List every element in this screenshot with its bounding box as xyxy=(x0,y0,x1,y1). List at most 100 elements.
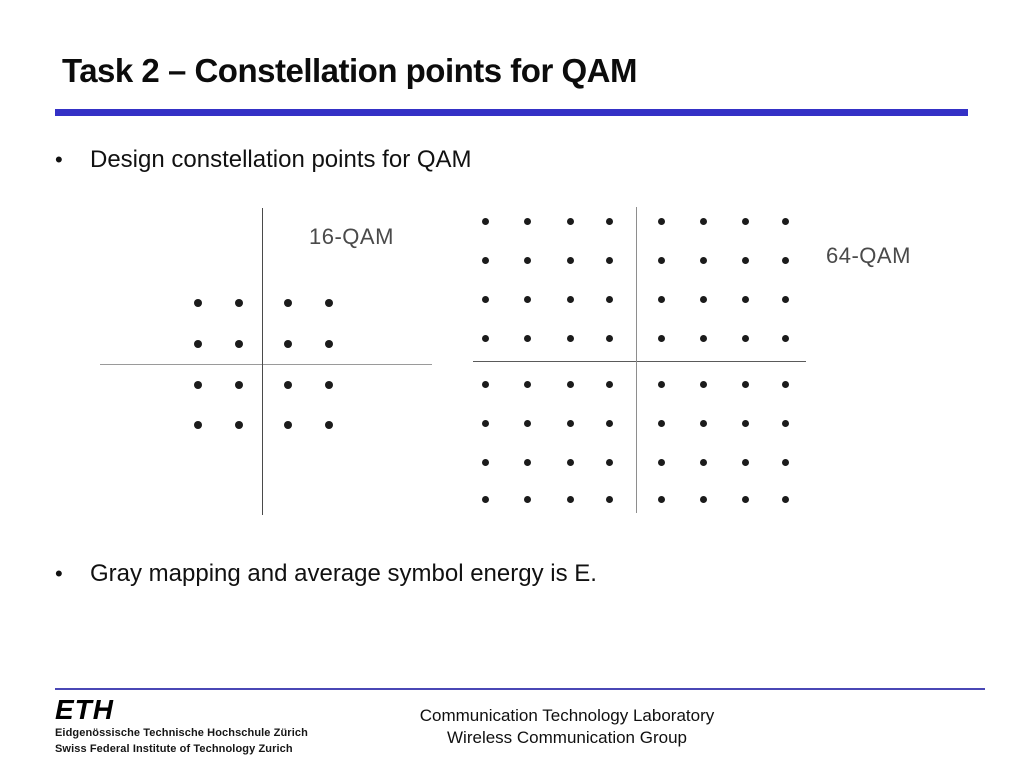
eth-institution-en: Swiss Federal Institute of Technology Zu… xyxy=(55,742,293,755)
constellation-dot xyxy=(605,295,613,303)
constellation-dot xyxy=(481,458,489,466)
constellation-dot xyxy=(325,299,333,307)
constellation-dot xyxy=(657,295,665,303)
constellation-dot xyxy=(325,421,333,429)
constellation-dot xyxy=(781,419,789,427)
horizontal-axis xyxy=(473,361,806,362)
constellation-dot xyxy=(781,295,789,303)
constellation-dot xyxy=(284,381,292,389)
constellation-dot xyxy=(741,217,749,225)
constellation-dot xyxy=(699,295,707,303)
constellation-dot xyxy=(741,419,749,427)
constellation-dot xyxy=(605,380,613,388)
footer-lab-block: Communication Technology Laboratory Wire… xyxy=(417,705,717,748)
eth-logotype-text: ETH xyxy=(55,694,114,725)
constellation-dot xyxy=(657,419,665,427)
constellation-dot xyxy=(235,340,243,348)
constellation-dot xyxy=(605,334,613,342)
constellation-dot xyxy=(523,419,531,427)
constellation-dot xyxy=(235,421,243,429)
constellation-dot xyxy=(284,421,292,429)
constellation-dot xyxy=(605,419,613,427)
constellation-dot xyxy=(566,380,574,388)
constellation-dot xyxy=(523,380,531,388)
footer-divider xyxy=(55,688,985,690)
constellation-dot xyxy=(741,458,749,466)
footer-lab-line2: Wireless Communication Group xyxy=(447,727,687,747)
constellation-dot xyxy=(566,217,574,225)
constellation-dot xyxy=(194,340,202,348)
constellation-dot xyxy=(566,495,574,503)
constellation-dot xyxy=(657,217,665,225)
constellation-dot xyxy=(699,334,707,342)
constellation-dot xyxy=(481,495,489,503)
constellation-dot xyxy=(781,458,789,466)
slide-title: Task 2 – Constellation points for QAM xyxy=(62,52,637,89)
constellation-dot xyxy=(781,256,789,264)
constellation-dot xyxy=(523,295,531,303)
constellation-dot xyxy=(194,421,202,429)
constellation-dot xyxy=(699,419,707,427)
chart-label-16qam: 16-QAM xyxy=(309,224,394,249)
constellation-dot xyxy=(481,380,489,388)
constellation-dot xyxy=(657,334,665,342)
constellation-dot xyxy=(566,334,574,342)
constellation-dot xyxy=(699,256,707,264)
constellation-dot xyxy=(481,256,489,264)
horizontal-axis xyxy=(100,364,432,365)
constellation-dot xyxy=(605,495,613,503)
chart-label-64qam: 64-QAM xyxy=(826,243,911,268)
bullet-marker: • xyxy=(55,147,63,172)
constellation-dot xyxy=(657,256,665,264)
constellation-dot xyxy=(741,295,749,303)
constellation-dot xyxy=(699,495,707,503)
constellation-dot xyxy=(235,381,243,389)
constellation-dot xyxy=(741,256,749,264)
constellation-dot xyxy=(481,419,489,427)
constellation-dot xyxy=(657,495,665,503)
constellation-dot xyxy=(699,380,707,388)
constellation-dot xyxy=(325,340,333,348)
constellation-dot xyxy=(699,217,707,225)
eth-institution-de: Eidgenössische Technische Hochschule Zür… xyxy=(55,727,308,739)
constellation-dot xyxy=(284,340,292,348)
bullet-text: Gray mapping and average symbol energy i… xyxy=(90,560,597,587)
eth-logo: ETH Eidgenössische Technische Hochschule… xyxy=(55,694,308,757)
constellation-dot xyxy=(523,495,531,503)
constellation-dot xyxy=(781,495,789,503)
constellation-dot xyxy=(481,334,489,342)
constellation-dot xyxy=(523,334,531,342)
constellation-dot xyxy=(605,256,613,264)
bullet-text: Design constellation points for QAM xyxy=(90,146,472,173)
vertical-axis xyxy=(262,208,263,515)
constellation-dot xyxy=(781,334,789,342)
constellation-dot xyxy=(741,380,749,388)
constellation-dot xyxy=(605,458,613,466)
constellation-dot xyxy=(523,217,531,225)
constellation-dot xyxy=(481,217,489,225)
constellation-dot xyxy=(284,299,292,307)
constellation-dot xyxy=(566,419,574,427)
footer-lab-line1: Communication Technology Laboratory xyxy=(419,706,715,725)
constellation-dot xyxy=(325,381,333,389)
constellation-dot xyxy=(781,380,789,388)
constellation-dot xyxy=(741,495,749,503)
bullet-item-design: • Design constellation points for QAM xyxy=(55,145,472,175)
constellation-dot xyxy=(194,381,202,389)
bullet-marker: • xyxy=(55,561,63,586)
bullet-item-gray-mapping: • Gray mapping and average symbol energy… xyxy=(55,559,597,589)
constellation-dot xyxy=(481,295,489,303)
constellation-dot xyxy=(194,299,202,307)
constellation-dot xyxy=(657,458,665,466)
constellation-dot xyxy=(566,295,574,303)
title-underline xyxy=(55,109,968,116)
constellation-dot xyxy=(605,217,613,225)
constellation-dot xyxy=(657,380,665,388)
vertical-axis xyxy=(636,207,637,513)
constellation-dot xyxy=(699,458,707,466)
constellation-dot xyxy=(566,256,574,264)
constellation-dot xyxy=(523,256,531,264)
constellation-dot xyxy=(741,334,749,342)
constellation-dot xyxy=(781,217,789,225)
